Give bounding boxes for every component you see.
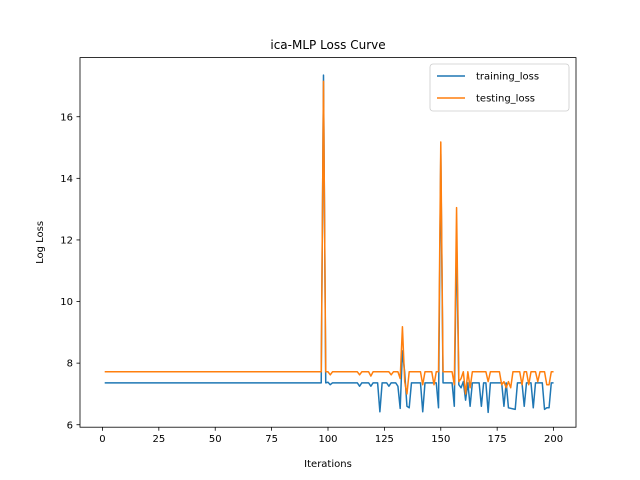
chart-title: ica-MLP Loss Curve [270,38,385,52]
y-tick-label: 10 [60,297,73,308]
x-tick-label: 200 [544,434,563,445]
y-axis-label: Log Loss [35,221,46,264]
series-line-training-loss [104,74,554,414]
x-tick-label: 75 [265,434,278,445]
y-tick-label: 8 [67,359,73,370]
legend: training_loss testing_loss [429,63,570,112]
y-tick-label: 12 [60,236,73,247]
x-tick-label: 175 [488,434,507,445]
x-tick-label: 125 [375,434,394,445]
y-axis: 6 8 10 12 14 16 [60,112,80,431]
x-tick-label: 100 [318,434,337,445]
legend-label-training-loss: training_loss [476,72,539,83]
x-axis: 0 25 50 75 100 125 150 175 200 [99,427,563,445]
x-axis-label: Iterations [304,459,352,470]
series-layer [104,74,554,414]
x-tick-label: 25 [152,434,165,445]
x-tick-label: 0 [99,434,105,445]
x-tick-label: 150 [431,434,450,445]
legend-label-testing-loss: testing_loss [476,94,535,105]
series-line-testing-loss [104,80,554,395]
x-tick-label: 50 [209,434,222,445]
y-tick-label: 6 [67,420,73,431]
y-tick-label: 16 [60,112,73,123]
y-tick-label: 14 [60,174,73,185]
